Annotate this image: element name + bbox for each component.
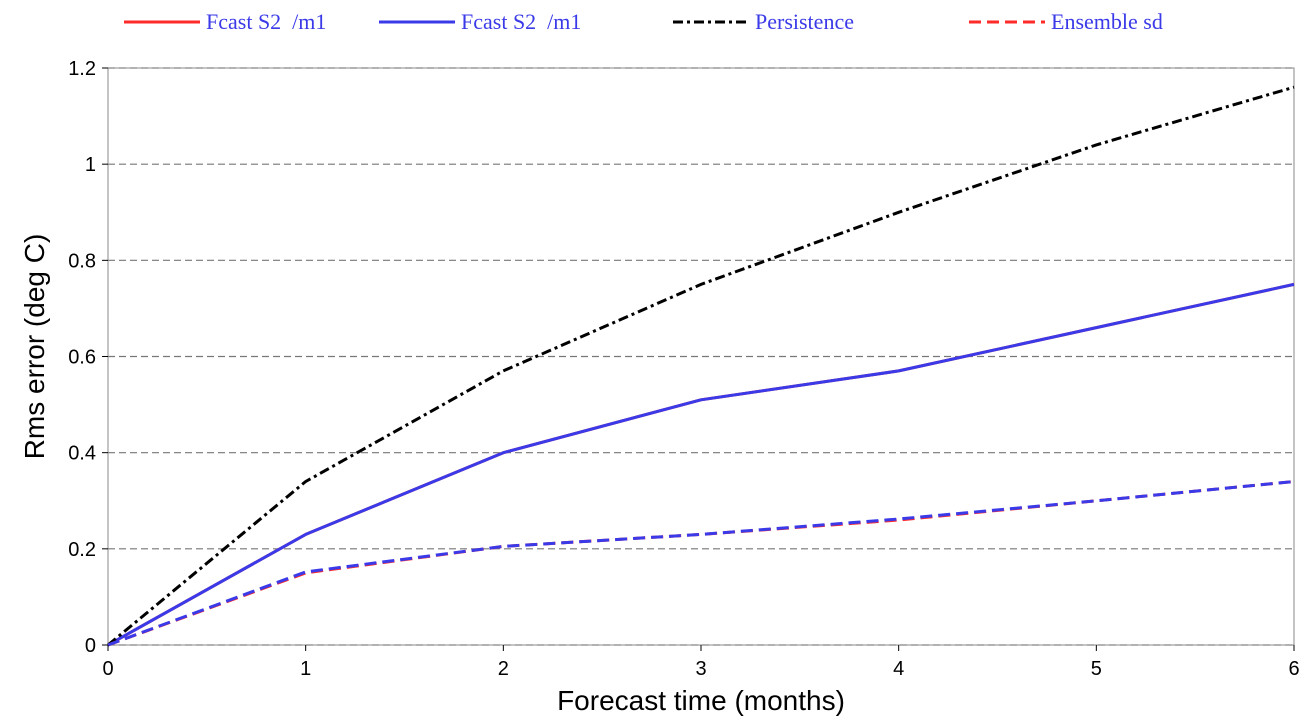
x-tick-label: 5 [1091, 658, 1102, 680]
y-axis-ticks: 0 0.2 0.4 0.6 0.8 1 1.2 [68, 58, 108, 657]
series-line [107, 282, 1295, 647]
y-tick-label: 0.6 [68, 347, 96, 369]
x-tick-label: 4 [893, 658, 904, 680]
y-tick-label: 0.2 [68, 539, 96, 561]
series-line [107, 85, 1295, 647]
x-axis-label: Forecast time (months) [557, 685, 845, 716]
x-tick-label: 6 [1288, 658, 1299, 680]
y-axis-label: Rms error (deg C) [19, 234, 50, 460]
legend-label: Ensemble sd [1051, 9, 1163, 34]
legend-label: Fcast S2 /m1 [206, 9, 326, 34]
series-line [107, 480, 1295, 647]
grid-lines [108, 67, 1294, 646]
legend-label: Fcast S2 /m1 [461, 9, 581, 34]
x-tick-label: 0 [102, 658, 113, 680]
x-tick-label: 1 [300, 658, 311, 680]
x-axis-ticks: 0 1 2 3 4 5 6 [102, 645, 1300, 680]
series-line [107, 282, 1295, 647]
y-tick-label: 0.4 [68, 443, 96, 465]
y-tick-label: 1.2 [68, 58, 96, 80]
y-tick-label: 0.8 [68, 250, 96, 272]
x-tick-label: 3 [695, 658, 706, 680]
series-line [107, 480, 1295, 647]
x-tick-label: 2 [498, 658, 509, 680]
legend-label: Persistence [755, 9, 854, 34]
legend: Fcast S2 /m1 Fcast S2 /m1 Persistence Ensem… [124, 9, 1163, 34]
y-tick-label: 0 [85, 635, 96, 657]
y-tick-label: 1 [85, 154, 96, 176]
series-layer [107, 85, 1295, 647]
